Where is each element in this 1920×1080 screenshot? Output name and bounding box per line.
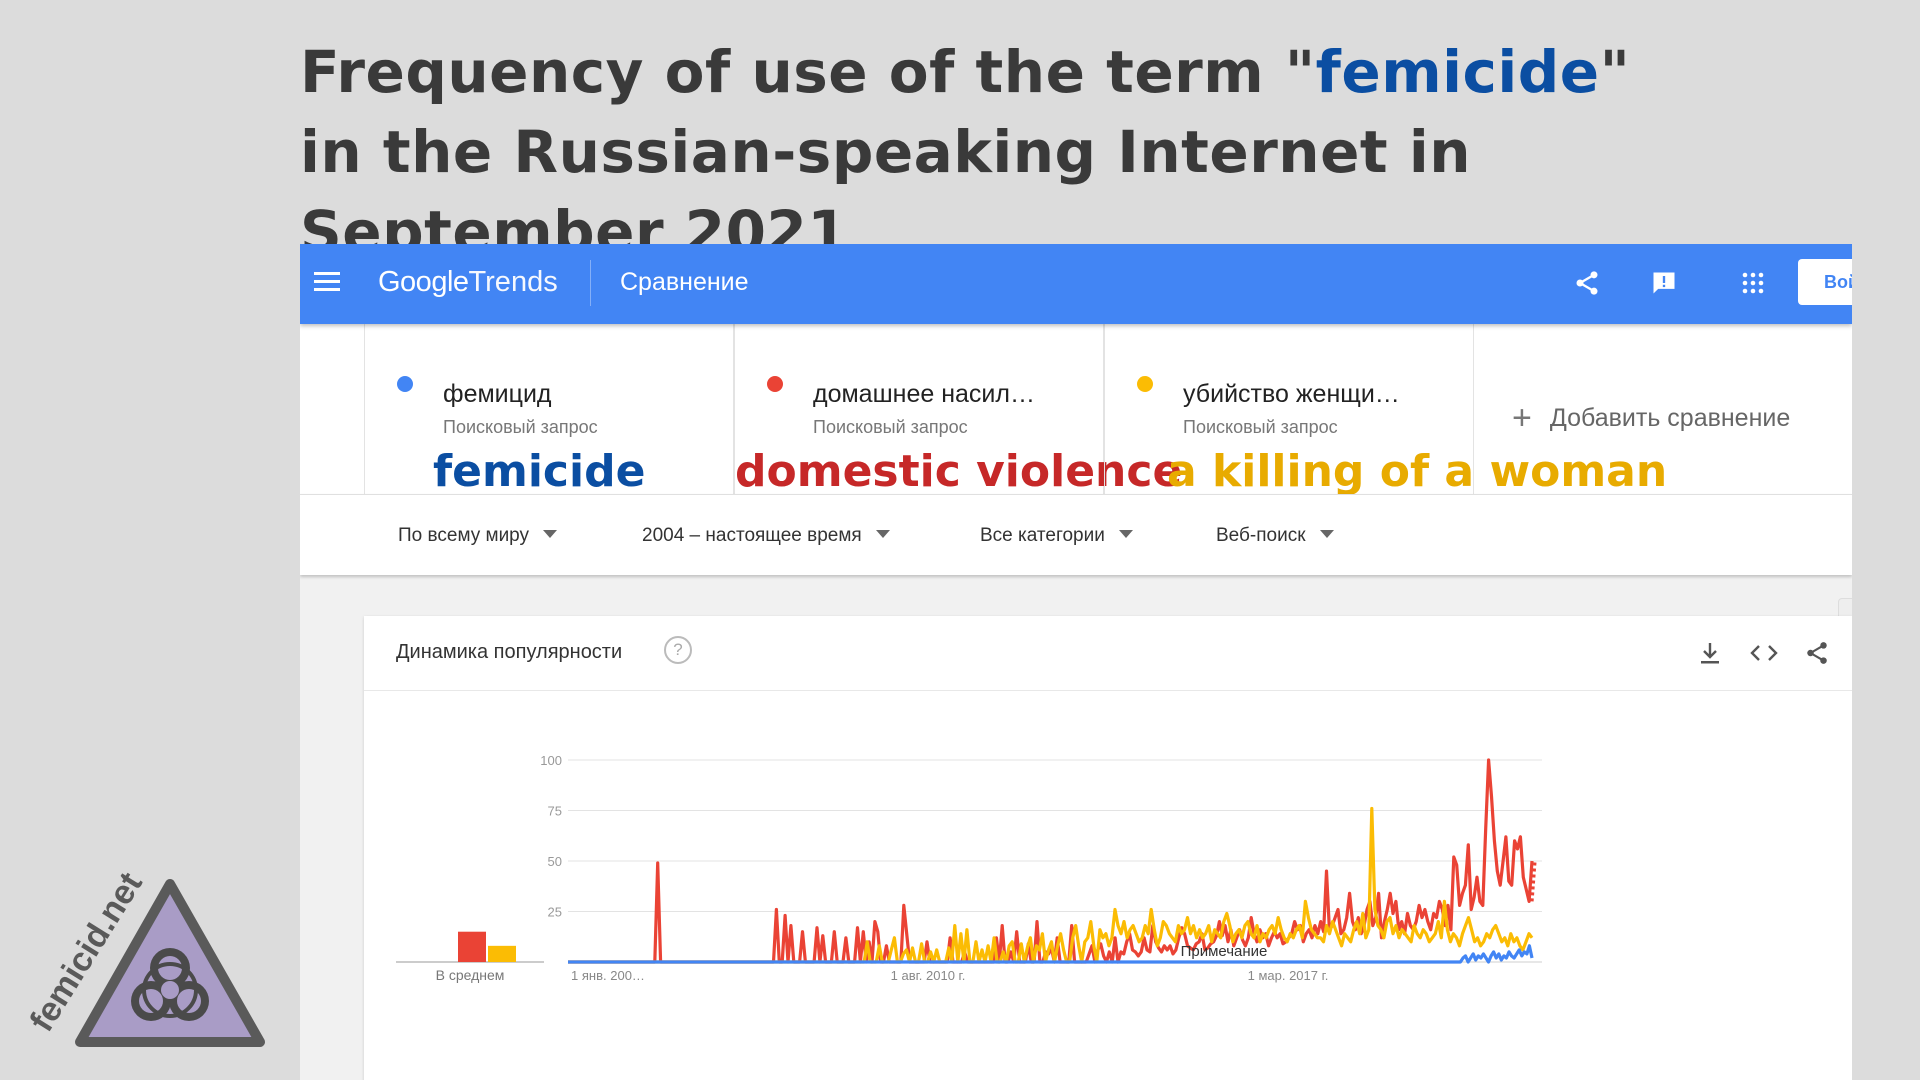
search-type-filter[interactable]: Веб-поиск	[1216, 525, 1334, 547]
interest-chart: 100 75 50 25 1 янв. 200… 1 авг. 2010 г. 1 мар.…	[396, 753, 1542, 983]
interest-over-time-card: Динамика популярности ? 100 75 50 25 1 янв. …	[364, 616, 1852, 1080]
series-lines	[568, 758, 1537, 964]
y-tick-label: 25	[548, 905, 562, 920]
term-type: Поисковый запрос	[443, 417, 598, 437]
note-label: Примечание	[1181, 943, 1268, 960]
plus-icon: +	[1512, 399, 1532, 437]
region-filter[interactable]: По всему миру	[398, 525, 558, 547]
apps-grid-icon[interactable]	[1736, 266, 1770, 300]
dropdown-arrow-icon	[1319, 530, 1334, 538]
average-label: В среднем	[436, 967, 505, 983]
term-translation: femicide	[433, 446, 646, 497]
average-bars	[396, 931, 544, 963]
term-name: убийство женщи…	[1183, 380, 1400, 408]
x-tick-label: 1 мар. 2017 г.	[1248, 968, 1329, 983]
axis-labels: 100 75 50 25 1 янв. 200… 1 авг. 2010 г. 1 мар.…	[436, 753, 1329, 983]
x-tick-label: 1 янв. 200…	[571, 968, 645, 983]
card-title: Динамика популярности	[396, 641, 623, 663]
series-partial-data	[1530, 860, 1537, 902]
term-translation: domestic violence	[735, 446, 1183, 497]
term-name: домашнее насил…	[813, 380, 1035, 408]
term-translation: a killing of a woman	[1167, 446, 1668, 497]
category-filter[interactable]: Все категории	[980, 525, 1133, 547]
term-color-dot	[767, 376, 783, 392]
period-filter[interactable]: 2004 – настоящее время	[642, 525, 890, 547]
feedback-icon[interactable]	[1647, 266, 1681, 300]
embed-code-icon[interactable]	[1747, 636, 1781, 670]
share-icon[interactable]	[1570, 266, 1604, 300]
average-bar	[488, 945, 516, 962]
comparison-bar: фемицид Поисковый запрос femicide домашн…	[300, 324, 1852, 497]
menu-icon[interactable]	[314, 272, 340, 292]
download-icon[interactable]	[1693, 636, 1727, 670]
help-icon[interactable]: ?	[664, 636, 692, 664]
term-color-dot	[397, 376, 413, 392]
dropdown-arrow-icon	[543, 530, 558, 538]
filters-bar: По всему миру 2004 – настоящее время Все…	[300, 494, 1852, 575]
dropdown-arrow-icon	[1118, 530, 1133, 538]
add-comparison-button[interactable]: + Добавить сравнение	[1512, 399, 1791, 437]
section-title: Сравнение	[620, 268, 749, 296]
biohazard-icon	[131, 948, 209, 1021]
term-card-domestic-violence[interactable]: домашнее насил… Поисковый запрос domesti…	[734, 324, 1182, 497]
series-line	[568, 806, 1534, 964]
term-type: Поисковый запрос	[813, 417, 968, 437]
x-tick-label: 1 авг. 2010 г.	[891, 968, 966, 983]
y-tick-label: 100	[540, 753, 562, 768]
header-divider	[590, 260, 591, 306]
dropdown-arrow-icon	[875, 530, 890, 538]
google-trends-screenshot: GoogleTrends Сравнение Вой фемицид Поиск…	[300, 244, 1852, 1080]
card-header: Динамика популярности ?	[364, 616, 1852, 691]
top-bar: GoogleTrends Сравнение Вой	[300, 244, 1852, 324]
term-card-killing-of-woman[interactable]: убийство женщи… Поисковый запрос a killi…	[1104, 324, 1667, 497]
y-tick-label: 50	[548, 854, 562, 869]
login-button[interactable]: Вой	[1798, 259, 1852, 305]
term-color-dot	[1137, 376, 1153, 392]
term-name: фемицид	[443, 380, 552, 408]
y-tick-label: 75	[548, 804, 562, 819]
card-share-icon[interactable]	[1800, 636, 1834, 670]
average-bar	[458, 931, 486, 962]
term-type: Поисковый запрос	[1183, 417, 1338, 437]
title-highlight: femicide	[1315, 38, 1600, 106]
page-title: Frequency of use of the term "femicide" …	[300, 38, 1631, 266]
series-line	[568, 944, 1534, 964]
google-trends-logo[interactable]: GoogleTrends	[378, 266, 558, 298]
term-card-femicide[interactable]: фемицид Поисковый запрос femicide	[364, 324, 734, 497]
biohazard-logo: femicid.net	[23, 866, 265, 1047]
